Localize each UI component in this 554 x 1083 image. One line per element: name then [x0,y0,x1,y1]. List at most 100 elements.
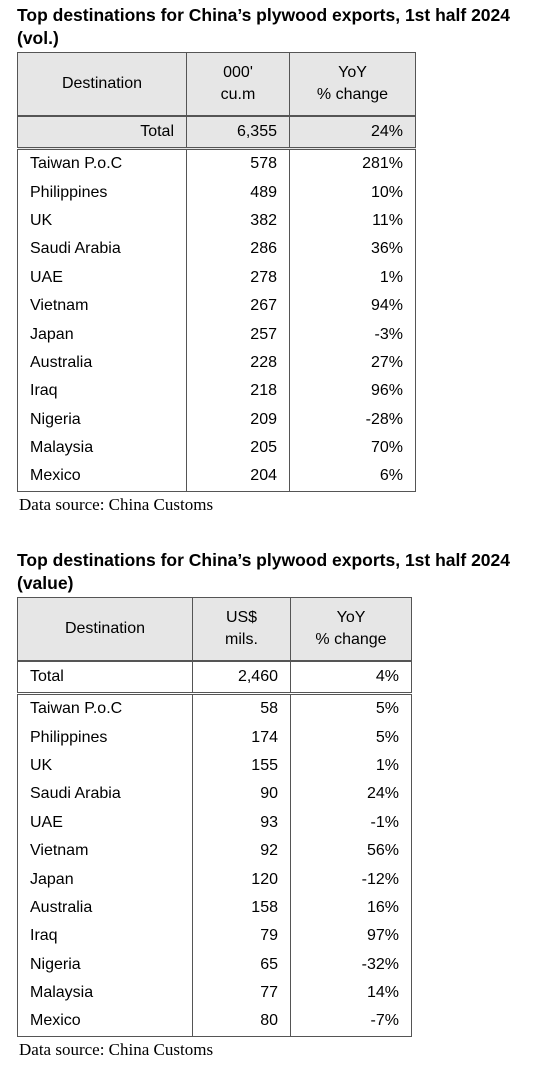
data-cell: Malaysia [17,433,187,463]
table-block: Top destinations for China’s plywood exp… [17,549,547,1060]
data-cell: 281% [289,148,416,179]
data-cell: 96% [289,377,416,406]
data-cell: Vietnam [17,291,187,321]
header-line: % change [315,631,387,648]
data-cell: Australia [17,893,193,923]
data-cell: 97% [290,922,412,951]
total-cell: 2,460 [192,660,291,695]
data-row: Australia 158 16% [17,893,412,923]
header-cell: Destination [17,597,193,662]
data-cell: Taiwan P.o.C [17,693,193,724]
data-cell: 10% [289,178,416,207]
data-row: Japan 120 -12% [17,865,412,894]
total-cell: 24% [289,115,416,150]
header-row: Destination 000' cu.m YoY % change [17,52,416,117]
table-title: Top destinations for China’s plywood exp… [17,550,510,593]
header-line: YoY [338,64,367,81]
data-cell: 209 [186,405,290,434]
data-row: UK 155 1% [17,751,412,781]
data-row: Nigeria 65 -32% [17,950,412,979]
data-cell: 158 [192,893,291,923]
total-cell: Total [17,660,193,695]
header-line: cu.m [220,86,256,103]
data-row: Vietnam 92 56% [17,836,412,866]
data-row: Australia 228 27% [17,348,416,378]
data-row: Philippines 489 10% [17,178,416,207]
data-row: Malaysia 77 14% [17,978,412,1008]
data-cell: 204 [186,462,290,492]
data-cell: 11% [289,206,416,236]
data-cell: Saudi Arabia [17,235,187,264]
data-cell: 93 [192,808,291,837]
data-row: Vietnam 267 94% [17,291,416,321]
data-cell: UK [17,751,193,781]
data-cell: 65 [192,950,291,979]
data-cell: 267 [186,291,290,321]
header-cell: Destination [17,52,187,117]
data-cell: 5% [290,723,412,752]
total-cell: 4% [290,660,412,695]
header-line: Destination [61,75,143,92]
data-cell: Malaysia [17,978,193,1008]
data-cell: 70% [289,433,416,463]
data-row: Malaysia 205 70% [17,433,416,463]
header-line: Destination [64,620,146,637]
data-cell: Philippines [17,723,193,752]
data-row: Iraq 79 97% [17,922,412,951]
data-cell: 27% [289,348,416,378]
data-row: Mexico 80 -7% [17,1007,412,1037]
total-row: Total 2,460 4% [17,660,412,695]
data-cell: 79 [192,922,291,951]
data-cell: Nigeria [17,950,193,979]
data-cell: 16% [290,893,412,923]
header-row: Destination US$ mils. YoY % change [17,597,412,662]
data-row: Iraq 218 96% [17,377,416,406]
data-cell: -1% [290,808,412,837]
data-cell: Philippines [17,178,187,207]
header-cell: YoY % change [290,597,412,662]
data-cell: 77 [192,978,291,1008]
table-block: Top destinations for China’s plywood exp… [17,4,547,515]
data-cell: 205 [186,433,290,463]
data-cell: Nigeria [17,405,187,434]
data-cell: -3% [289,320,416,349]
header-cell: 000' cu.m [186,52,290,117]
data-cell: 36% [289,235,416,264]
data-row: UAE 278 1% [17,263,416,292]
data-cell: Mexico [17,462,187,492]
data-cell: -32% [290,950,412,979]
data-cell: 228 [186,348,290,378]
data-cell: Saudi Arabia [17,780,193,809]
data-cell: -28% [289,405,416,434]
data-cell: 257 [186,320,290,349]
header-line: % change [316,86,389,103]
table-title: Top destinations for China’s plywood exp… [17,5,510,48]
data-row: Taiwan P.o.C 578 281% [17,148,416,179]
data-cell: -7% [290,1007,412,1037]
data-cell: Japan [17,320,187,349]
data-row: UK 382 11% [17,206,416,236]
data-cell: 94% [289,291,416,321]
data-cell: Iraq [17,922,193,951]
data-cell: UAE [17,808,193,837]
data-row: Nigeria 209 -28% [17,405,416,434]
data-cell: 1% [289,263,416,292]
data-cell: 92 [192,836,291,866]
data-cell: UK [17,206,187,236]
total-cell: 6,355 [186,115,290,150]
data-cell: 90 [192,780,291,809]
data-cell: 278 [186,263,290,292]
data-row: Mexico 204 6% [17,462,416,492]
data-row: Saudi Arabia 90 24% [17,780,412,809]
data-cell: 218 [186,377,290,406]
data-cell: Iraq [17,377,187,406]
data-cell: 14% [290,978,412,1008]
data-cell: 56% [290,836,412,866]
data-row: Saudi Arabia 286 36% [17,235,416,264]
data-cell: 80 [192,1007,291,1037]
data-cell: Mexico [17,1007,193,1037]
data-table: Destination US$ mils. YoY % change Total 2,460… [17,597,412,1037]
total-cell: Total [17,115,187,150]
data-cell: Japan [17,865,193,894]
